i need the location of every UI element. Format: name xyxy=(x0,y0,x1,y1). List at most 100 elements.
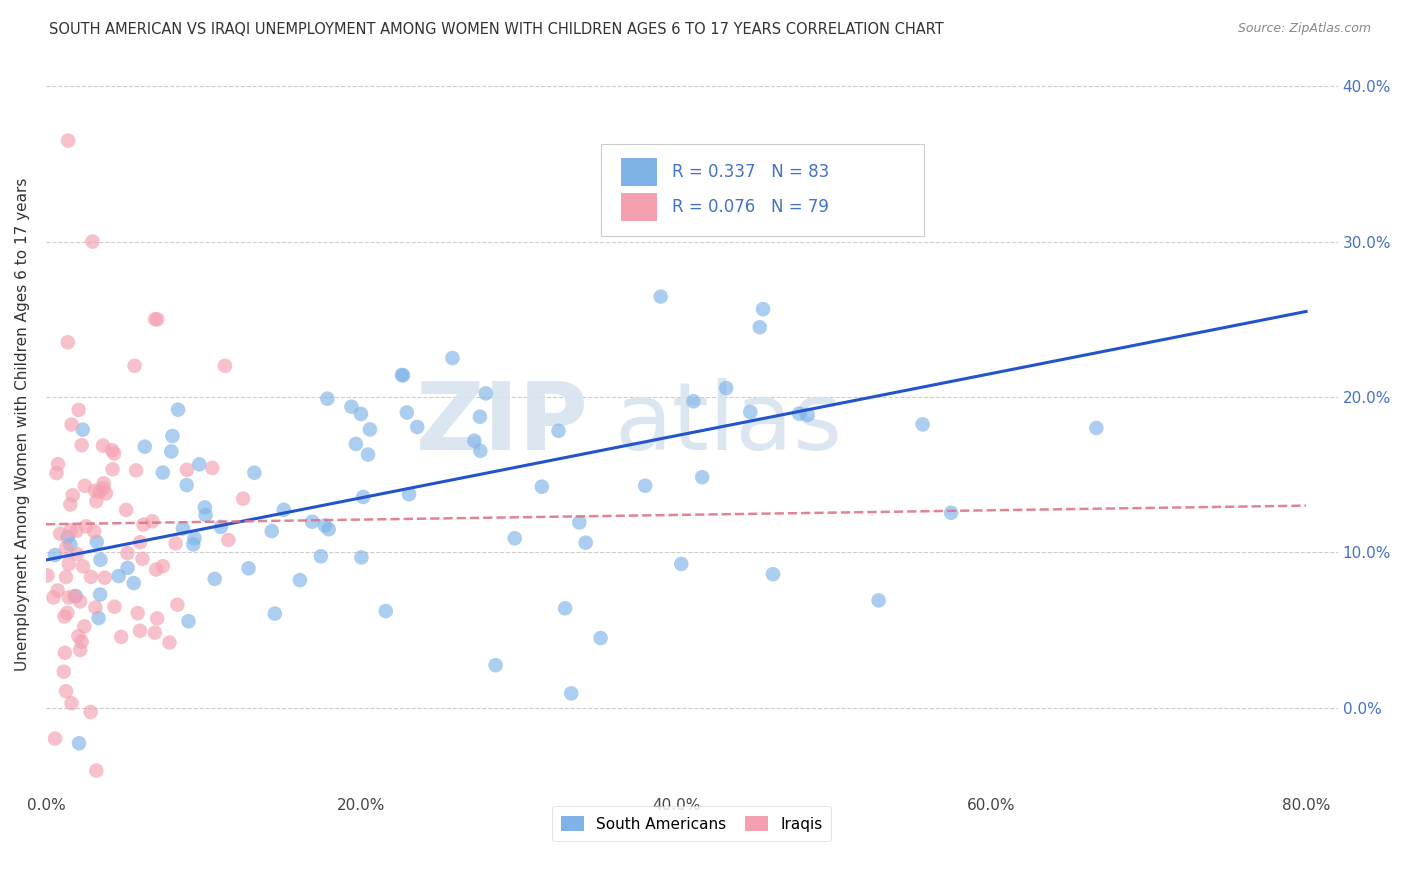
Point xyxy=(115,503,138,517)
Point xyxy=(58,591,80,605)
Point xyxy=(60,696,83,710)
Point xyxy=(391,368,413,382)
Point xyxy=(194,508,217,522)
Point xyxy=(69,594,91,608)
Point xyxy=(80,570,103,584)
Point xyxy=(344,437,367,451)
Point xyxy=(503,531,526,545)
Point xyxy=(59,537,82,551)
Y-axis label: Unemployment Among Women with Children Ages 6 to 17 years: Unemployment Among Women with Children A… xyxy=(15,178,30,671)
Point xyxy=(125,463,148,477)
Point xyxy=(146,611,169,625)
Point xyxy=(55,570,77,584)
Point xyxy=(79,705,101,719)
Point xyxy=(575,535,598,549)
Point xyxy=(650,289,672,303)
Point xyxy=(263,607,285,621)
Point xyxy=(350,407,373,421)
Point xyxy=(288,573,311,587)
Point xyxy=(66,547,89,561)
Point xyxy=(59,498,82,512)
Point xyxy=(122,576,145,591)
Point xyxy=(475,386,498,401)
FancyBboxPatch shape xyxy=(602,144,924,235)
Bar xyxy=(621,159,657,186)
Point xyxy=(468,409,491,424)
Point xyxy=(67,629,90,643)
Point xyxy=(868,593,890,607)
Point xyxy=(37,568,59,582)
Point xyxy=(188,458,211,472)
Point xyxy=(89,484,111,499)
Point xyxy=(143,312,166,326)
Point xyxy=(67,403,90,417)
Point xyxy=(44,731,66,746)
Point xyxy=(62,488,84,502)
Point xyxy=(214,359,236,373)
Point xyxy=(101,462,124,476)
Point xyxy=(86,494,108,508)
Point xyxy=(146,312,169,326)
Point xyxy=(46,583,69,598)
Point xyxy=(939,506,962,520)
Point xyxy=(309,549,332,564)
Point xyxy=(42,591,65,605)
Point xyxy=(89,587,111,601)
Point xyxy=(143,625,166,640)
Point xyxy=(316,392,339,406)
Point xyxy=(45,466,67,480)
Point xyxy=(91,439,114,453)
Point xyxy=(93,481,115,495)
Point xyxy=(398,487,420,501)
Point xyxy=(53,646,76,660)
Point xyxy=(301,515,323,529)
Point xyxy=(357,448,380,462)
Point xyxy=(56,335,79,350)
Point xyxy=(60,417,83,432)
Point xyxy=(73,619,96,633)
Point xyxy=(160,444,183,458)
Point xyxy=(86,764,108,778)
Point xyxy=(152,559,174,574)
Point xyxy=(796,408,818,422)
Point xyxy=(568,516,591,530)
Point xyxy=(83,524,105,539)
Point xyxy=(94,571,117,585)
Point xyxy=(176,478,198,492)
Point xyxy=(56,530,79,544)
Point xyxy=(484,658,506,673)
Bar xyxy=(621,193,657,221)
Point xyxy=(162,429,184,443)
Text: ZIP: ZIP xyxy=(416,378,589,470)
Point xyxy=(103,446,125,460)
Point xyxy=(634,479,657,493)
Text: atlas: atlas xyxy=(614,378,842,470)
Point xyxy=(65,589,87,603)
Point xyxy=(70,438,93,452)
Point xyxy=(110,630,132,644)
Point xyxy=(560,686,582,700)
Point xyxy=(86,535,108,549)
Point xyxy=(87,611,110,625)
Point xyxy=(217,533,239,547)
Point xyxy=(56,134,79,148)
Point xyxy=(787,407,810,421)
Point xyxy=(159,635,181,649)
Point xyxy=(52,665,75,679)
Point xyxy=(117,561,139,575)
Point xyxy=(65,524,87,538)
Point xyxy=(131,551,153,566)
Point xyxy=(72,559,94,574)
Point xyxy=(441,351,464,365)
Legend: South Americans, Iraqis: South Americans, Iraqis xyxy=(553,806,831,840)
Point xyxy=(209,520,232,534)
Point xyxy=(395,405,418,419)
Point xyxy=(70,634,93,648)
Point xyxy=(129,624,152,638)
Point xyxy=(260,524,283,538)
Point xyxy=(94,486,117,500)
Point xyxy=(49,526,72,541)
Point xyxy=(103,599,125,614)
Point xyxy=(530,480,553,494)
Point xyxy=(117,546,139,560)
